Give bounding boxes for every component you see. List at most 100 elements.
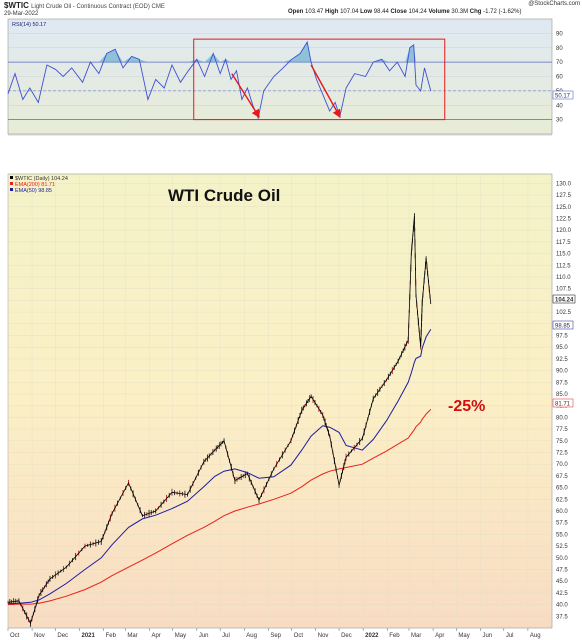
price-y-tick-label: 72.5 [556,450,568,456]
high-value: 107.04 [340,9,359,15]
price-panel-background [7,173,553,629]
legend-swatch-price [10,176,13,179]
ema50-line [7,328,432,605]
x-tick-label: Sep [270,633,281,639]
low-label: Low [360,9,373,15]
x-tick-label: Aug [246,633,257,639]
rsi-current-value-label: 50.17 [555,93,571,99]
price-y-tick-label: 75.0 [556,439,568,445]
price-y-tick-label: 55.0 [556,532,568,538]
x-tick-label: Apr [151,633,160,639]
rsi-y-tick-label: 60 [556,75,563,81]
rsi-y-tick-label: 30 [556,118,563,124]
open-label: Open [288,9,304,15]
price-y-tick-label: 97.5 [556,333,568,339]
x-tick-label: Apr [435,633,444,639]
close-value: 104.24 [408,9,427,15]
volume-value: 30.3M [451,9,469,15]
x-tick-label: Jul [222,633,230,639]
chg-label: Chg [469,9,482,15]
rsi-legend: RSI(14) 50.17 [12,22,46,28]
price-y-tick-label: 42.5 [556,591,568,597]
x-tick-label: Oct [10,633,20,639]
rsi-y-tick-label: 90 [556,31,563,37]
price-y-tick-label: 127.5 [556,193,572,199]
price-y-tick-label: 130.0 [556,181,572,187]
legend-ema50: EMA(50) 98.85 [15,188,52,194]
price-y-tick-label: 80.0 [556,415,568,421]
price-y-tick-label: 45.0 [556,579,568,585]
price-y-tick-label: 112.5 [556,263,571,269]
price-y-tick-label: 87.5 [556,380,568,386]
symbol-text: $WTIC [4,1,29,10]
drawdown-annotation: -25% [448,398,485,415]
price-y-tick-label: 67.5 [556,474,568,480]
price-y-tick-label: 122.5 [556,216,572,222]
x-tick-label: Jun [199,633,209,639]
rsi-y-tick-label: 70 [556,60,563,66]
price-legend: $WTIC (Daily) 104.24 EMA(200) 81.71 EMA(… [10,176,68,194]
ema200-price-tag: 81.71 [552,398,574,407]
price-gridlines [7,174,552,628]
chg-value: -1.72 (-1.62%) [483,9,522,15]
rsi-y-tick-label: 80 [556,46,563,52]
chart-symbol-title: $WTIC Light Crude Oil - Continuous Contr… [4,1,165,12]
description-text: Light Crude Oil - Continuous Contract (E… [31,4,165,10]
close-label: Close [390,9,407,15]
rsi-arrow [310,64,341,118]
rsi-highlight-box [193,38,446,121]
price-y-tick-label: 70.0 [556,462,568,468]
ema200-line [7,409,432,606]
price-y-tick-label: 37.5 [556,614,568,620]
high-label: High [325,9,339,15]
low-value: 98.44 [373,9,389,15]
price-y-tick-label: 95.0 [556,345,568,351]
x-tick-label: Dec [341,633,352,639]
price-y-tick-label: 60.0 [556,509,568,515]
chart-annotation-title: WTI Crude Oil [168,186,280,205]
close-price-tag: 104.24 [552,294,576,303]
ema50-price-label: 98.85 [555,323,571,329]
price-y-tick-label: 52.5 [556,544,568,550]
legend-price: $WTIC (Daily) 104.24 [15,176,68,182]
price-y-tick-label: 85.0 [556,392,568,398]
open-value: 103.47 [305,9,324,15]
x-tick-label: Nov [318,633,329,639]
price-y-tick-label: 125.0 [556,205,572,211]
x-tick-label: Oct [294,633,304,639]
rsi-y-axis-ticks: 90807060504030 [556,31,563,123]
ema200-price-label: 81.71 [555,401,571,407]
price-y-tick-label: 102.5 [556,310,572,316]
x-tick-label: Dec [57,633,68,639]
price-y-tick-label: 65.0 [556,486,568,492]
chart-date: 29-Mar-2022 [4,11,39,17]
rsi-annotations [193,38,446,121]
legend-swatch-ema200 [10,182,13,185]
rsi-overbought-fill [98,42,417,63]
x-axis-ticks: Oct Nov Dec 2021 Feb Mar Apr May Jun Jul Aug Sep Oct… [7,134,552,639]
rsi-arrow [231,73,260,118]
volume-label: Volume [428,9,450,15]
x-tick-label: Aug [530,633,541,639]
price-y-tick-label: 92.5 [556,357,568,363]
x-tick-label: 2022 [365,633,379,639]
price-y-tick-label: 120.0 [556,228,572,234]
x-tick-label: 2021 [81,633,95,639]
x-tick-label: Feb [106,633,117,639]
price-y-tick-label: 57.5 [556,521,568,527]
price-y-tick-label: 107.5 [556,287,572,293]
brand-watermark: @StockCharts.com [528,1,580,7]
x-tick-label: May [175,633,186,639]
price-y-tick-label: 50.0 [556,556,568,562]
price-y-tick-label: 77.5 [556,427,568,433]
ema50-price-tag: 98.85 [552,320,574,329]
price-y-tick-label: 110.0 [556,275,571,281]
rsi-current-value-tag: 50.17 [552,90,574,99]
price-y-tick-label: 115.0 [556,252,571,258]
price-y-tick-label: 117.5 [556,240,571,246]
x-tick-label: Nov [34,633,45,639]
legend-swatch-ema50 [10,188,13,191]
x-tick-label: May [458,633,469,639]
x-tick-label: Jun [483,633,493,639]
